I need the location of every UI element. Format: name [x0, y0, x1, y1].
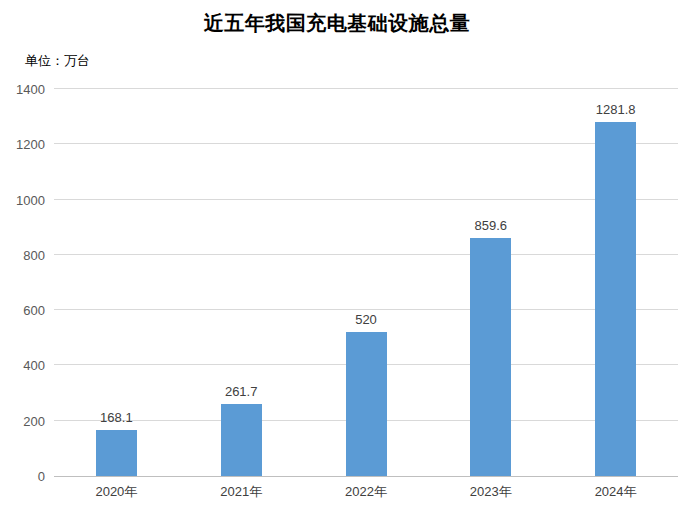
chart-title: 近五年我国充电基础设施总量	[0, 10, 674, 37]
bar-chart: 近五年我国充电基础设施总量 单位：万台 02004006008001000120…	[0, 0, 699, 526]
data-label: 168.1	[100, 410, 133, 425]
bar-2021年: 261.7	[221, 404, 262, 476]
data-label: 520	[355, 312, 377, 327]
bar-2023年: 859.6	[470, 238, 511, 476]
y-axis-tick-label: 1000	[16, 192, 54, 207]
gridline	[54, 309, 678, 310]
y-axis-tick-label: 1400	[16, 82, 54, 97]
bar-2022年: 520	[346, 332, 387, 476]
x-axis-tick-label: 2022年	[345, 483, 387, 501]
bar-2020年: 168.1	[96, 430, 137, 476]
gridline	[54, 254, 678, 255]
y-axis-tick-label: 600	[23, 303, 54, 318]
y-axis-tick-label: 400	[23, 358, 54, 373]
y-axis-tick-label: 200	[23, 413, 54, 428]
data-label: 261.7	[225, 384, 258, 399]
data-label: 859.6	[475, 218, 508, 233]
y-axis-tick-label: 800	[23, 247, 54, 262]
data-label: 1281.8	[596, 102, 636, 117]
x-axis-tick-label: 2023年	[470, 483, 512, 501]
x-axis-tick-label: 2024年	[595, 483, 637, 501]
gridline	[54, 143, 678, 144]
gridline	[54, 199, 678, 200]
gridline	[54, 88, 678, 89]
y-axis-tick-label: 0	[38, 469, 54, 484]
unit-label: 单位：万台	[25, 52, 90, 70]
plot-area: 0200400600800100012001400168.12020年261.7…	[54, 89, 678, 477]
x-axis-tick-label: 2020年	[95, 483, 137, 501]
x-axis-tick-label: 2021年	[220, 483, 262, 501]
y-axis-tick-label: 1200	[16, 137, 54, 152]
bar-2024年: 1281.8	[595, 122, 636, 476]
